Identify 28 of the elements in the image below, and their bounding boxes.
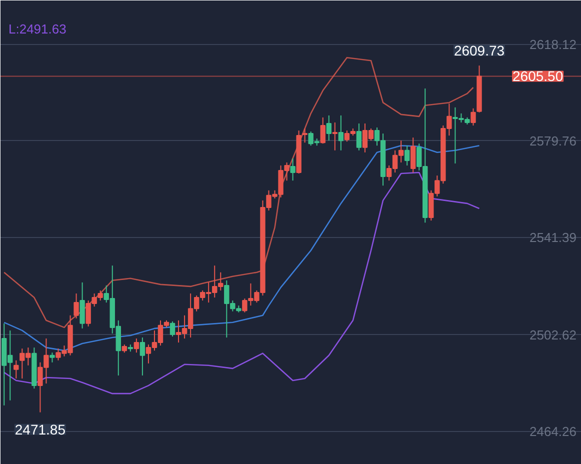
candlestick xyxy=(470,108,476,126)
candlestick xyxy=(338,114,344,151)
y-tick-label: 2541.39 xyxy=(530,230,577,245)
candlestick xyxy=(14,360,19,379)
annotation: 2609.73 xyxy=(454,42,505,59)
candlestick xyxy=(140,336,146,376)
candlestick xyxy=(50,352,55,363)
ref-line-label: 2605.50 xyxy=(512,68,564,84)
candlestick xyxy=(332,122,338,151)
y-tick-label: 2579.76 xyxy=(530,133,577,148)
annotation: L:2491.63 xyxy=(8,22,66,36)
annotation: 2471.85 xyxy=(14,421,66,438)
candlestick xyxy=(326,114,332,142)
candlestick xyxy=(302,128,308,144)
candlestick xyxy=(134,338,140,354)
candlestick xyxy=(356,122,362,151)
candlestick xyxy=(290,158,296,182)
candlestick xyxy=(404,145,410,166)
line-series xyxy=(3,56,474,328)
candlestick xyxy=(74,292,79,319)
y-tick-label: 2502.62 xyxy=(530,327,577,342)
y-tick-label: 2618.12 xyxy=(530,36,577,52)
candlestick xyxy=(170,320,176,337)
line-series xyxy=(3,172,480,394)
candlestick xyxy=(410,137,416,174)
candlestick xyxy=(320,116,326,144)
candlestick xyxy=(80,282,85,329)
y-tick-label: 2464.26 xyxy=(530,424,577,439)
